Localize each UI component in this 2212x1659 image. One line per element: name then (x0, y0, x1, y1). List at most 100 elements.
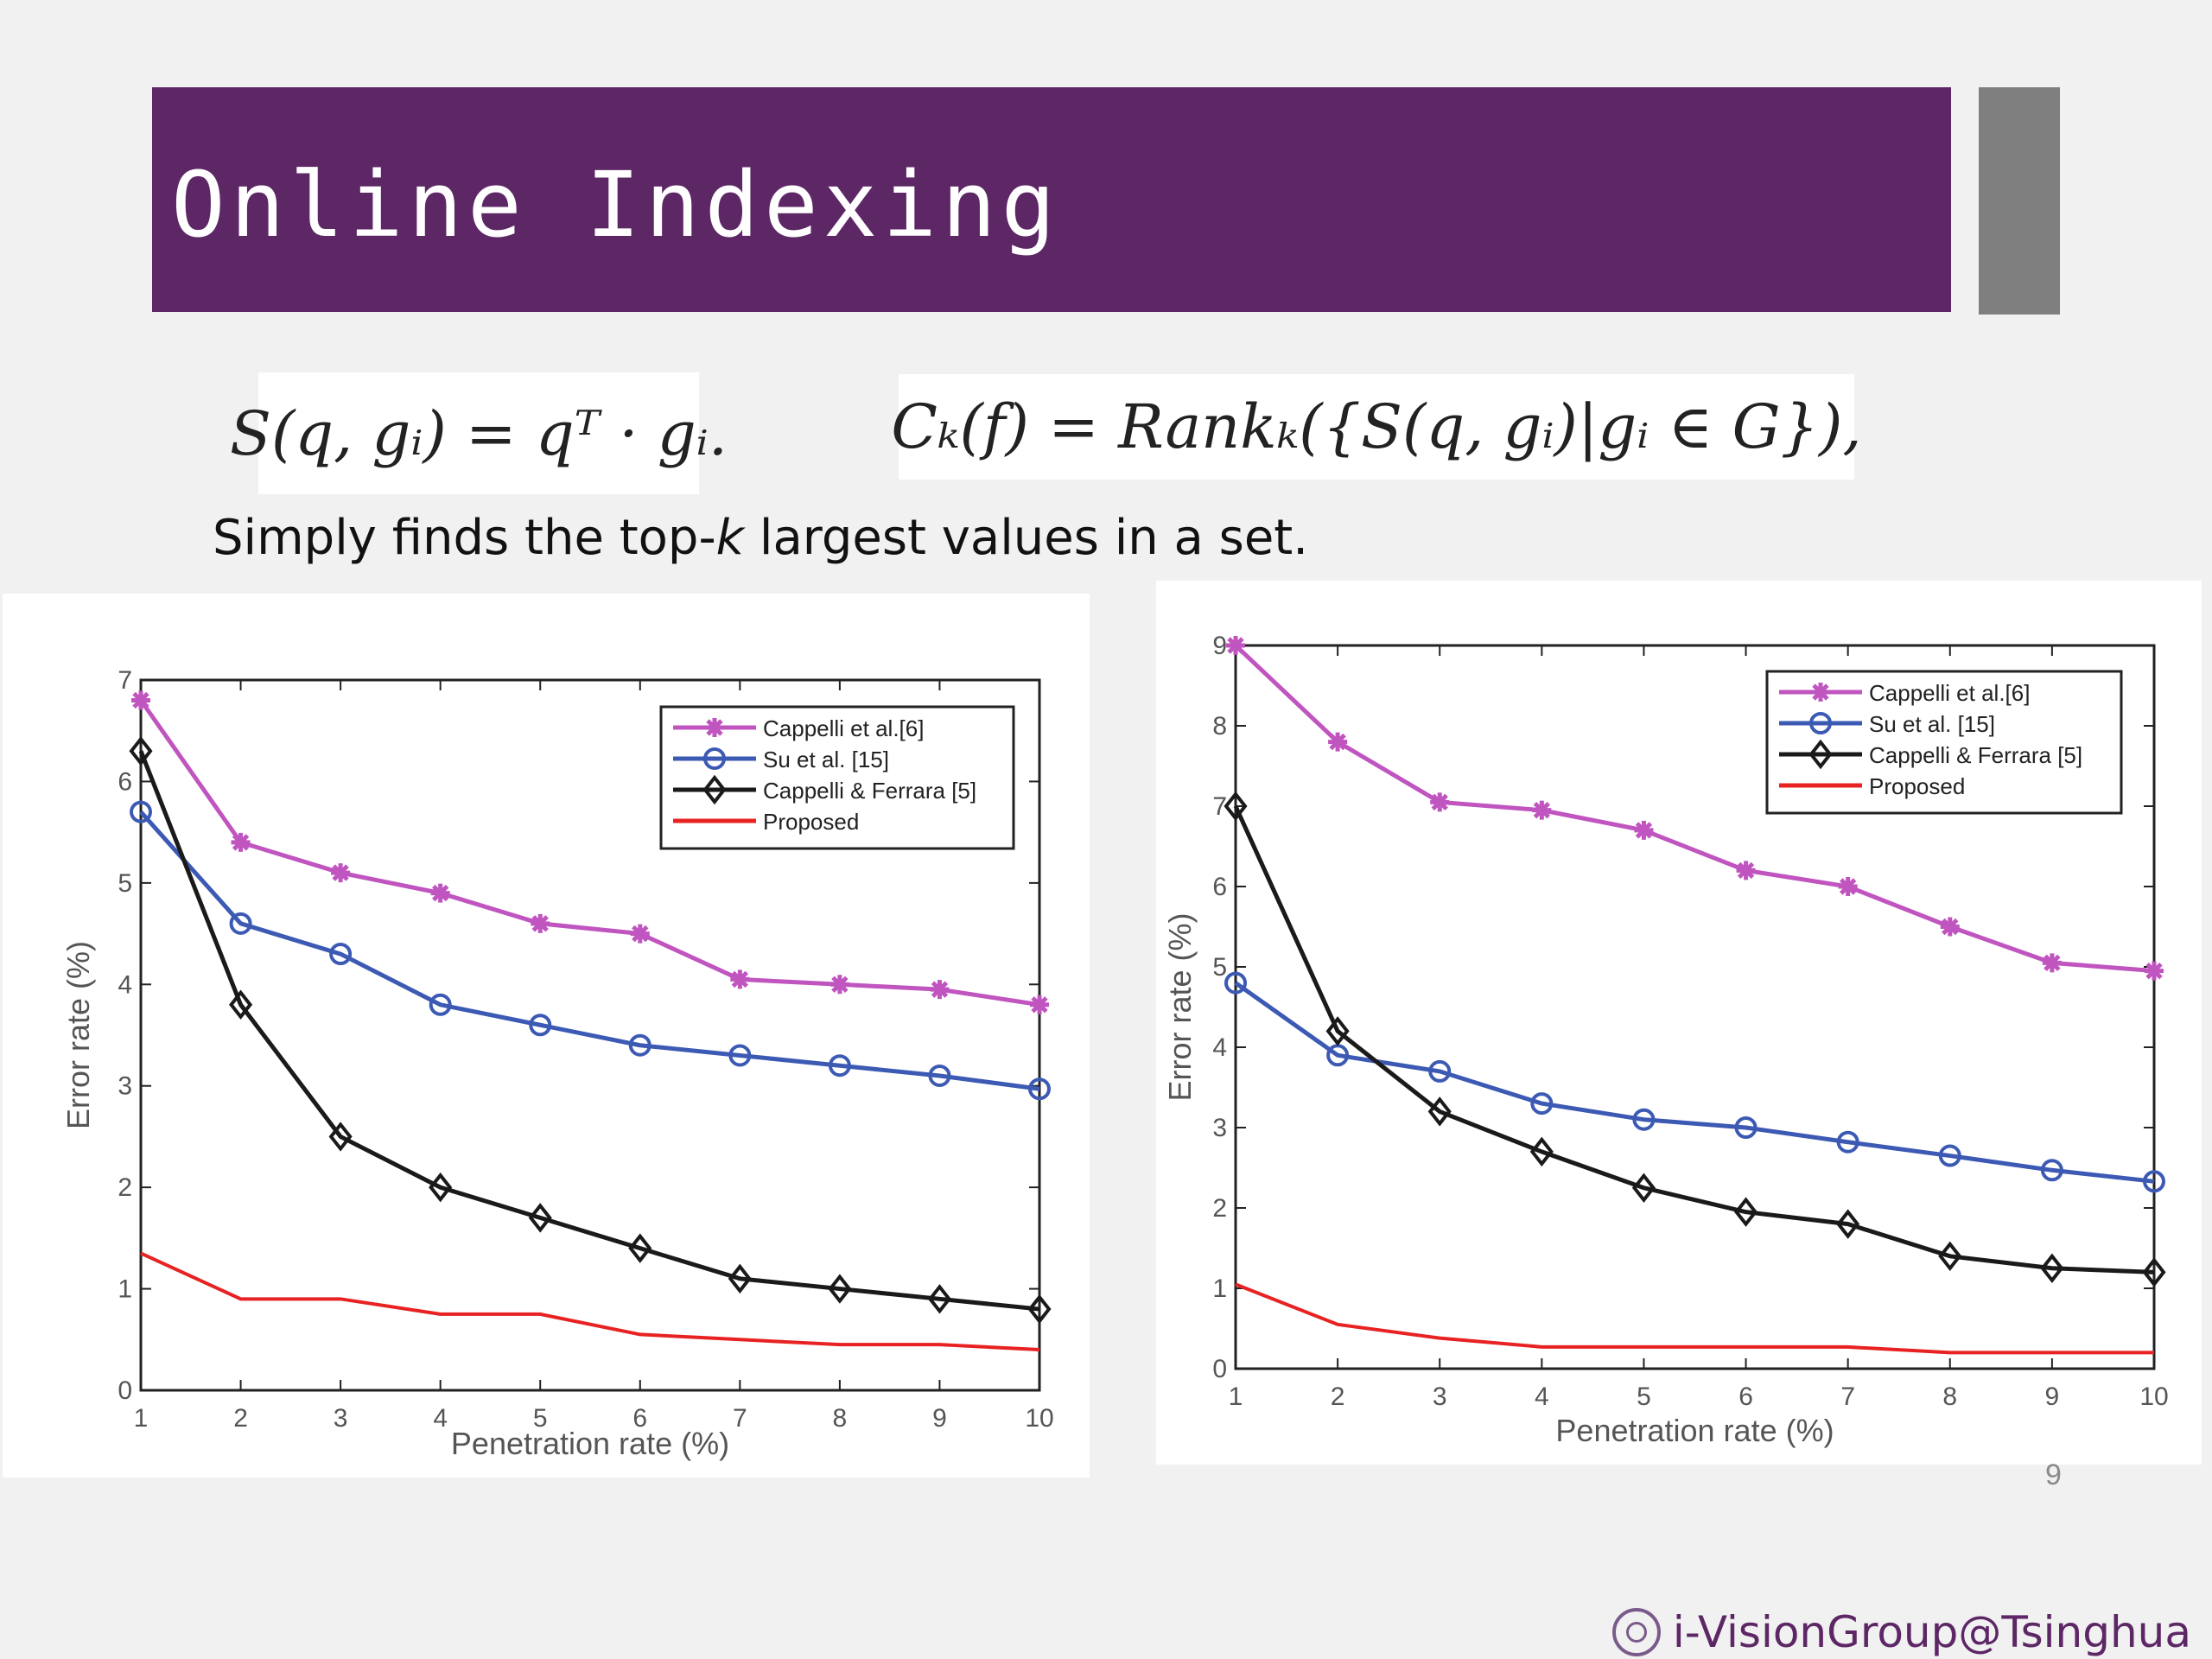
chart-right-series-su-et-al-15-point (1836, 1130, 1859, 1154)
chart-left-series-cappelli-ferrara-5-line (138, 750, 1040, 1312)
chart-right-legend-label: Su et al. [15] (1869, 711, 1995, 737)
chart-left-x-tick-label: 4 (433, 1404, 448, 1433)
chart-right-series-cappelli-ferrara-5-point (2040, 1253, 2064, 1283)
chart-left-x-axis-label: Penetration rate (%) (451, 1426, 729, 1461)
chart-left-series-cappelli-et-al-6-point (630, 924, 650, 944)
chart-left-plot-frame (139, 678, 1041, 1392)
chart-left-series-cappelli-ferrara-5-point (927, 1284, 951, 1314)
chart-left-x-tick-label: 1 (134, 1404, 149, 1433)
chart-right-x-tick-label: 3 (1433, 1382, 1447, 1411)
chart-right-series-cappelli-ferrara-5-line (1233, 804, 2155, 1274)
chart-left-series-cappelli-ferrara-5-point (328, 1122, 353, 1152)
chart-left-series-su-et-al-15-point (229, 912, 252, 935)
chart-left-legend-label: Cappelli & Ferrara [5] (763, 778, 976, 804)
chart-right-series-cappelli-et-al-6-line (1234, 644, 2155, 974)
chart-right-series-su-et-al-15-point (2040, 1159, 2063, 1182)
chart-right-series-su-et-al-15-point (1938, 1144, 1961, 1167)
chart-right-series-cappelli-et-al-6-point (1226, 636, 1245, 655)
chart-right-series-cappelli-et-al-6-point (1430, 792, 1450, 812)
chart-left-series-cappelli-ferrara-5-point (728, 1263, 752, 1294)
chart-left-series-su-et-al-15-line (139, 810, 1040, 1091)
chart-left-series-su-et-al-15-point (928, 1064, 951, 1087)
chart-left-y-tick-label: 5 (118, 869, 132, 898)
footer-text: i-VisionGroup@Tsinghua (1672, 1607, 2191, 1657)
chart-left-y-axis-label: Error rate (%) (60, 941, 96, 1129)
side-accent-block (1979, 87, 2060, 315)
chart-right-legend-label: Proposed (1869, 773, 1965, 799)
chart-right-x-tick-label: 5 (1637, 1382, 1651, 1411)
chart-right-legend-marker (1809, 712, 1832, 734)
chart-left-series-su-et-al-15-point (529, 1014, 552, 1037)
chart-left-y-tick-label: 1 (118, 1275, 132, 1304)
chart-right-series-proposed-line (1235, 1282, 2154, 1355)
chart-right-y-axis-label: Error rate (%) (1162, 912, 1198, 1101)
chart-left-y-tick-label: 7 (118, 666, 132, 695)
chart-left-series-cappelli-ferrara-5-point (528, 1203, 552, 1233)
chart-right-series-su-et-al-15-point (2143, 1170, 2165, 1193)
chart-left-x-tick-label: 2 (233, 1404, 248, 1433)
footer: i-VisionGroup@Tsinghua (1611, 1607, 2191, 1657)
chart-right-series-su-et-al-15-point (1632, 1108, 1656, 1131)
similarity-formula: S(q, gᵢ) = qᵀ · gᵢ. (230, 372, 728, 494)
chart-right-series-cappelli-ferrara-5-point (1325, 1016, 1350, 1046)
chart-right-series-cappelli-et-al-6-point (1940, 917, 1960, 937)
chart-right-series-su-et-al-15-line (1234, 981, 2155, 1184)
chart-right-y-tick-label: 1 (1212, 1274, 1227, 1303)
title-bar (152, 87, 1951, 312)
chart-right-x-tick-label: 10 (2139, 1382, 2168, 1411)
chart-left-series-cappelli-ferrara-5-point (429, 1172, 453, 1203)
chart-right-y-tick-label: 0 (1212, 1355, 1227, 1383)
chart-right-series-cappelli-ferrara-5-point (1529, 1136, 1554, 1167)
chart-left-x-tick-label: 10 (1025, 1404, 1053, 1433)
chart-right-series-cappelli-et-al-6-point (2042, 953, 2062, 973)
chart-left-x-tick-label: 6 (632, 1404, 647, 1433)
chart-right-legend-label: Cappelli & Ferrara [5] (1869, 742, 2082, 768)
subtitle-k: k (715, 510, 745, 566)
chart-left-series-cappelli-et-al-6-line (138, 699, 1040, 1007)
page-number: 9 (2045, 1459, 2062, 1491)
chart-right-series-su-et-al-15-point (1224, 971, 1247, 995)
chart-left-series-cappelli-et-al-6-point (531, 913, 550, 933)
chart-left-y-tick-label: 2 (118, 1173, 132, 1202)
chart-left-series-su-et-al-15-point (828, 1054, 851, 1077)
chart-left-y-tick-label: 6 (118, 767, 132, 796)
chart-left-series-cappelli-et-al-6-point (331, 863, 351, 883)
chart-left-legend-marker (703, 747, 726, 770)
chart-left-series-su-et-al-15-point (1028, 1077, 1051, 1101)
chart-left-series-cappelli-ferrara-5-point (229, 989, 253, 1020)
chart-right-series-cappelli-et-al-6-point (1736, 861, 1756, 880)
slide-title: Online Indexing (171, 152, 1061, 257)
chart-left-legend-marker (702, 774, 727, 805)
chart-right-plot-frame (1234, 644, 2156, 1370)
chart-left-legend-marker (705, 718, 724, 737)
chart-right-series-su-et-al-15-point (1530, 1092, 1554, 1116)
university-seal-icon (1611, 1608, 1661, 1656)
subtitle-part-2: largest values in a set. (744, 510, 1309, 566)
chart-right-series-cappelli-et-al-6-point (1838, 877, 1858, 896)
chart-left-series-su-et-al-15-point (429, 993, 452, 1016)
chart-left-legend-label: Proposed (763, 809, 859, 835)
chart-left-series-su-et-al-15-point (130, 800, 152, 823)
chart-right-series-cappelli-ferrara-5-point (2142, 1257, 2166, 1287)
chart-left-x-tick-label: 9 (932, 1404, 947, 1433)
chart-right-y-tick-label: 9 (1212, 632, 1227, 660)
chart-right-series-cappelli-ferrara-5-point (1836, 1209, 1860, 1239)
chart-left-series-cappelli-et-al-6-point (231, 832, 251, 852)
chart-right-panel: 1 2 3 4 5 6 7 8 9 10 0 1 2 3 4 5 6 7 8 9 Penetration rate (%… (1156, 581, 2202, 1465)
chart-right-series-cappelli-ferrara-5-point (1734, 1197, 1758, 1227)
chart-right-x-tick-label: 4 (1535, 1382, 1549, 1411)
chart-left-series-cappelli-et-al-6-point (131, 690, 150, 710)
rank-formula: Cₖ(f) = Rankₖ({S(q, gᵢ)|gᵢ ∈ G}), (891, 374, 1862, 480)
chart-left-series-cappelli-et-al-6-point (1030, 995, 1049, 1014)
chart-right-y-tick-label: 5 (1212, 953, 1227, 982)
chart-right-y-tick-label: 2 (1212, 1194, 1227, 1223)
chart-right-x-axis-label: Penetration rate (%) (1555, 1413, 1834, 1448)
chart-left-legend-label: Cappelli et al.[6] (763, 715, 924, 741)
chart-left-series-cappelli-ferrara-5-point (628, 1233, 652, 1263)
chart-right-x-tick-label: 2 (1331, 1382, 1345, 1411)
chart-right-y-tick-label: 4 (1212, 1033, 1227, 1062)
chart-right-x-tick-label: 9 (2045, 1382, 2060, 1411)
chart-left-series-cappelli-ferrara-5-point (129, 735, 153, 766)
chart-right-legend-marker (1811, 683, 1830, 702)
